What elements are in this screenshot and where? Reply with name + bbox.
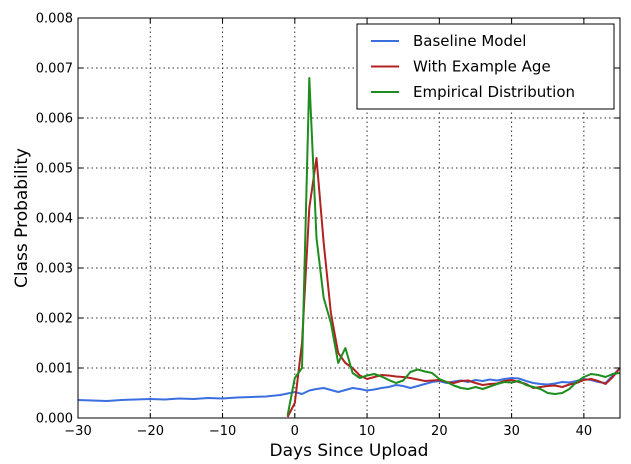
y-tick-label: 0.005 xyxy=(36,162,73,177)
y-tick-label: 0.004 xyxy=(36,212,73,227)
y-tick-label: 0.001 xyxy=(36,362,73,377)
y-tick-label: 0.000 xyxy=(36,412,73,427)
y-axis-label: Class Probability xyxy=(12,148,32,288)
x-tick-label: 30 xyxy=(503,424,520,439)
x-axis-label: Days Since Upload xyxy=(270,441,429,461)
x-tick-label: 0 xyxy=(291,424,299,439)
x-tick-label: 10 xyxy=(359,424,376,439)
plot-series xyxy=(77,77,621,418)
y-tick-label: 0.002 xyxy=(36,312,73,327)
legend-label: Baseline Model xyxy=(413,32,526,50)
y-tick-label: 0.007 xyxy=(36,62,73,77)
axis-ticks xyxy=(77,17,620,419)
legend: Baseline Model With Example Age Empirical … xyxy=(356,23,615,110)
y-tick-label: 0.003 xyxy=(36,262,73,277)
legend-label: With Example Age xyxy=(413,58,551,76)
x-tick-label: −30 xyxy=(64,424,91,439)
series-line-1 xyxy=(77,367,621,402)
x-axis-tick-labels: −30 −20 −10 0 10 20 30 40 xyxy=(64,424,592,439)
series-line-3 xyxy=(286,77,621,416)
x-tick-label: −20 xyxy=(137,424,164,439)
grid-lines xyxy=(78,18,620,418)
series-line-2 xyxy=(286,157,621,418)
legend-label: Empirical Distribution xyxy=(413,83,575,101)
y-axis-tick-labels: 0.000 0.001 0.002 0.003 0.004 0.005 0.006 0.007… xyxy=(36,12,73,427)
x-tick-label: 40 xyxy=(576,424,593,439)
legend-box xyxy=(356,23,615,110)
legend-items: Baseline Model With Example Age Empirical … xyxy=(371,32,575,101)
x-tick-label: 20 xyxy=(431,424,448,439)
x-tick-label: −10 xyxy=(209,424,236,439)
y-tick-label: 0.006 xyxy=(36,112,73,127)
y-tick-label: 0.008 xyxy=(36,12,73,27)
